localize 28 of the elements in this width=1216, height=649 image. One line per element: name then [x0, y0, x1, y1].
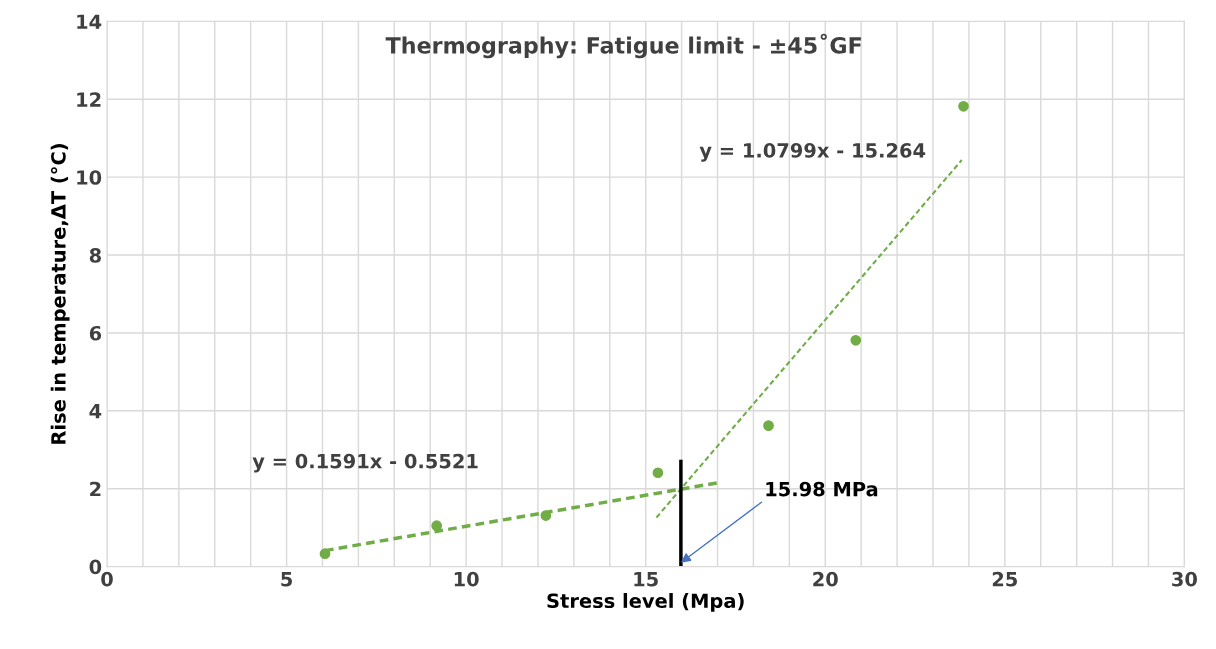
- point: [850, 334, 862, 346]
- point: [763, 420, 774, 431]
- y-tick-label: 12: [77, 92, 101, 107]
- y-axis-title: Rise in temperature,ΔT (°C): [50, 144, 70, 444]
- point: [958, 100, 969, 112]
- point: [652, 467, 664, 479]
- y-tick-label: 8: [89, 248, 101, 263]
- y-tick-label: 4: [89, 404, 102, 419]
- point: [431, 520, 443, 532]
- y-tick-label: 14: [77, 14, 102, 29]
- x-tick-label: 5: [281, 572, 292, 587]
- text: Thermography: Fatigue limit - ±45˚GF: [385, 33, 861, 59]
- annotation: 15.98 MPa: [766, 481, 878, 497]
- annotation: y = 0.1591x - 0.5521: [252, 453, 478, 473]
- x-axis-title: Stress level (Mpa): [547, 593, 744, 612]
- x-tick-label: 20: [813, 571, 838, 587]
- annotation: y = 1.0799x - 15.264: [699, 143, 926, 162]
- x-tick-label: 25: [992, 571, 1017, 587]
- y-tick-label: 0: [89, 559, 102, 575]
- y-tick-label: 10: [77, 170, 102, 185]
- y-tick-label: 6: [89, 325, 102, 341]
- point: [319, 548, 331, 560]
- y-tick-label: 2: [90, 481, 101, 497]
- x-tick-label: 10: [454, 571, 479, 587]
- x-tick-label: 30: [1172, 571, 1197, 587]
- point: [540, 510, 552, 521]
- x-tick-label: 15: [634, 572, 658, 587]
- x-tick-label: 0: [101, 571, 113, 587]
